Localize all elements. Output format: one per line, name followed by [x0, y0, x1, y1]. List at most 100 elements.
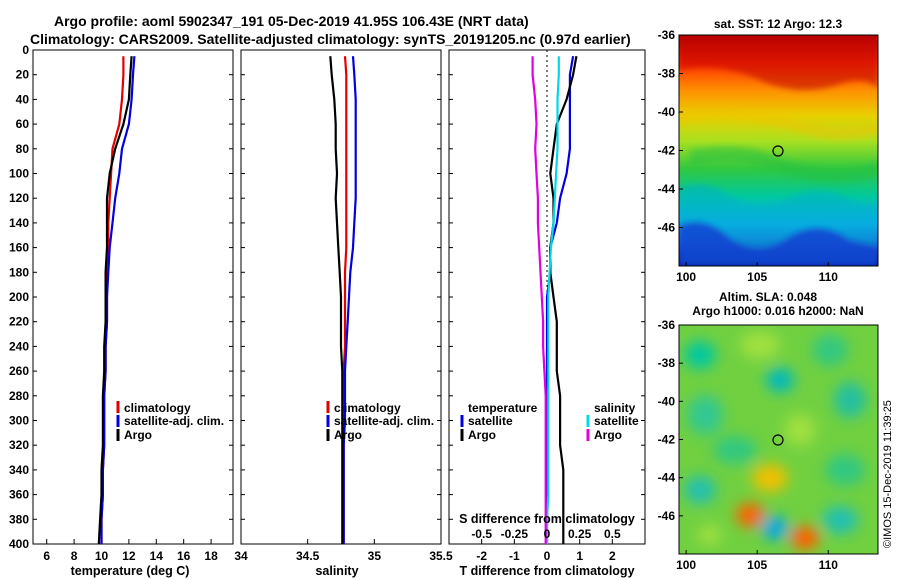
- depth-tick-label: 280: [9, 389, 29, 403]
- depth-tick-label: 320: [9, 438, 29, 452]
- x-tick-label: 0: [544, 549, 551, 563]
- temperature-profile-panel: 6 8 10 12 14 16 18 0 20 40 60 80 100 120 140 160 180 200…: [9, 43, 234, 578]
- legend-t-argo-label: Argo: [468, 428, 496, 442]
- depth-tick-label: 120: [9, 191, 29, 205]
- temperature-legend: climatology satellite-adj. clim. Argo: [116, 401, 224, 442]
- s-tick-label: -0.5: [471, 527, 492, 541]
- map-y-tick-label: -40: [658, 105, 676, 119]
- map-y-tick-label: -44: [658, 471, 676, 485]
- depth-tick-label: 360: [9, 488, 29, 502]
- map-y-tick-label: -42: [658, 433, 676, 447]
- legend-satellite-adj-label: satellite-adj. clim.: [124, 414, 224, 428]
- map-x-tick-label: 105: [747, 558, 767, 572]
- x-tick-label: -2: [476, 549, 487, 563]
- series-line-argo: [97, 56, 133, 544]
- x-tick-label: 16: [177, 549, 191, 563]
- difference-profile-panel: -2 -1 0 1 2 S difference from climatology -0…: [448, 49, 646, 578]
- depth-tick-label: 340: [9, 463, 29, 477]
- x-tick-label: 35: [368, 549, 382, 563]
- series-line-t-satellite: [545, 56, 575, 544]
- map-y-tick-label: -38: [658, 67, 676, 81]
- sla-eddies: [684, 331, 866, 550]
- s-tick-label: -0.25: [501, 527, 529, 541]
- salinity-x-label: salinity: [315, 564, 358, 578]
- series-line-s-satellite: [545, 56, 560, 544]
- map-y-tick-label: -40: [658, 394, 676, 408]
- legend-climatology-label: climatology: [124, 401, 191, 415]
- sst-map: sat. SST: 12 Argo: 12.3 100 105 110 -36 -38…: [658, 17, 879, 284]
- x-tick-label: 35.5: [429, 549, 453, 563]
- s-difference-label: S difference from climatology: [459, 512, 635, 526]
- depth-tick-label: 160: [9, 241, 29, 255]
- legend-temperature-head: temperature: [468, 401, 538, 415]
- x-tick-label: 14: [150, 549, 164, 563]
- legend-satellite-adj-label: satellite-adj. clim.: [334, 414, 434, 428]
- map-x-tick-label: 110: [819, 558, 839, 572]
- legend-climatology-label: climatology: [334, 401, 401, 415]
- x-tick-label: 12: [122, 549, 136, 563]
- x-tick-label: 8: [71, 549, 78, 563]
- temperature-x-label: temperature (deg C): [71, 564, 190, 578]
- s-tick-label: 0.5: [604, 527, 621, 541]
- map-x-tick-label: 100: [676, 558, 696, 572]
- x-tick-label: 10: [95, 549, 109, 563]
- depth-tick-label: 80: [16, 142, 30, 156]
- map-x-tick-label: 110: [819, 270, 839, 284]
- depth-tick-label: 0: [22, 43, 29, 57]
- depth-tick-label: 140: [9, 216, 29, 230]
- depth-tick-label: 180: [9, 265, 29, 279]
- x-tick-label: 2: [609, 549, 616, 563]
- map-y-tick-label: -42: [658, 144, 676, 158]
- map-y-tick-label: -36: [658, 318, 676, 332]
- series-line-satellite-adj-clim-: [342, 56, 357, 544]
- temperature-axes-box: [32, 49, 234, 545]
- difference-legend: temperature satellite Argo salinity sate…: [460, 401, 639, 442]
- legend-s-satellite-label: satellite: [594, 414, 639, 428]
- map-y-tick-label: -46: [658, 221, 676, 235]
- map-x-tick-label: 100: [676, 270, 696, 284]
- depth-tick-label: 380: [9, 512, 29, 526]
- x-tick-label: 18: [204, 549, 218, 563]
- x-tick-label: 6: [43, 549, 50, 563]
- depth-tick-label: 240: [9, 339, 29, 353]
- map-x-tick-label: 105: [747, 270, 767, 284]
- x-tick-label: 1: [576, 549, 583, 563]
- depth-tick-label: 300: [9, 414, 29, 428]
- sla-argo-marker: [772, 434, 784, 446]
- legend-salinity-head: salinity: [594, 401, 636, 415]
- sst-argo-marker: [772, 145, 784, 157]
- legend-s-argo-label: Argo: [594, 428, 622, 442]
- sla-map-title-1: Altim. SLA: 0.048: [719, 290, 817, 304]
- map-y-tick-label: -36: [658, 28, 676, 42]
- depth-tick-label: 260: [9, 364, 29, 378]
- series-line-argo: [329, 56, 344, 544]
- depth-tick-label: 200: [9, 290, 29, 304]
- series-line-t-argo: [549, 56, 578, 544]
- legend-argo-label: Argo: [124, 428, 152, 442]
- map-y-tick-label: -44: [658, 182, 676, 196]
- map-y-tick-label: -46: [658, 509, 676, 523]
- series-line-satellite-adj-clim-: [100, 56, 136, 544]
- depth-tick-label: 20: [16, 68, 30, 82]
- depth-tick-label: 220: [9, 315, 29, 329]
- depth-tick-label: 40: [16, 92, 30, 106]
- depth-tick-label: 100: [9, 167, 29, 181]
- x-tick-label: 34.5: [296, 549, 320, 563]
- t-difference-label: T difference from climatology: [459, 564, 634, 578]
- legend-t-satellite-label: satellite: [468, 414, 513, 428]
- imos-timestamp: ©IMOS 15-Dec-2019 11:39:25: [882, 400, 894, 548]
- sst-map-title: sat. SST: 12 Argo: 12.3: [714, 17, 843, 31]
- s-tick-label: 0.25: [568, 527, 592, 541]
- depth-tick-label: 60: [16, 117, 30, 131]
- series-line-s-argo: [531, 56, 547, 544]
- x-tick-label: -1: [509, 549, 520, 563]
- salinity-profile-panel: 34 34.5 35 35.5 salinity climatology satell…: [234, 49, 453, 578]
- salinity-legend: climatology satellite-adj. clim. Argo: [326, 401, 434, 442]
- map-y-tick-label: -38: [658, 356, 676, 370]
- legend-argo-label: Argo: [334, 428, 362, 442]
- s-tick-label: 0: [544, 527, 551, 541]
- sla-map: Altim. SLA: 0.048 Argo h1000: 0.016 h200…: [658, 290, 879, 572]
- x-tick-label: 34: [234, 549, 248, 563]
- sst-structure: [679, 35, 878, 266]
